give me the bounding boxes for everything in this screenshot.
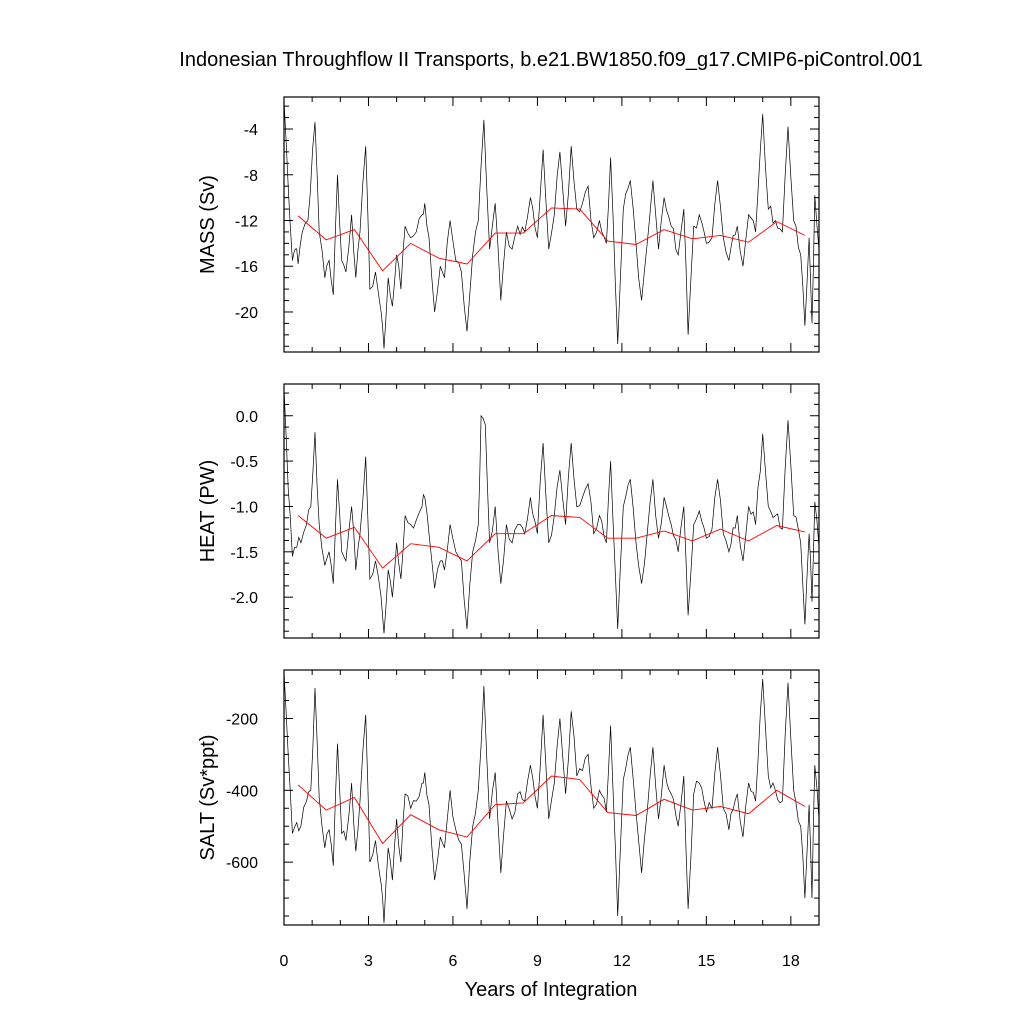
y-tick-label: -4 <box>244 122 258 139</box>
annual-mean-line <box>297 775 806 845</box>
y-tick-label: -400 <box>226 783 258 800</box>
panel-frame <box>283 383 820 639</box>
panel-salt: -200 -400 -600 SALT (Sv*ppt) <box>197 669 820 926</box>
chart-title: Indonesian Throughflow II Transports, b.… <box>179 49 922 71</box>
monthly-series-line <box>284 100 819 349</box>
y-tick-label: -600 <box>226 855 258 872</box>
x-tick-label: 15 <box>697 953 715 970</box>
y-tick-label: -16 <box>235 259 258 276</box>
panel-frame <box>283 96 820 353</box>
y-tick-label: -1.5 <box>230 545 258 562</box>
x-tick-label: 6 <box>448 953 457 970</box>
x-tick-label: 3 <box>364 953 373 970</box>
x-tick-label: 12 <box>613 953 631 970</box>
annual-mean-line <box>297 207 806 272</box>
panel-mass: -4 -8 -12 -16 -20 MASS (Sv) <box>197 96 820 353</box>
x-tick-label: 0 <box>280 953 289 970</box>
x-tick-label: 9 <box>533 953 542 970</box>
x-tick-label: 18 <box>782 953 800 970</box>
x-axis-label: Years of Integration <box>465 979 638 1001</box>
panels: -4 -8 -12 -16 -20 MASS (Sv) 0.0 -0.5 -1.0 -1.5 -2.… <box>197 96 820 970</box>
panel-heat: 0.0 -0.5 -1.0 -1.5 -2.0 HEAT (PW) <box>197 383 820 639</box>
y-tick-label: -20 <box>235 305 258 322</box>
y-axis-label: HEAT (PW) <box>197 460 219 563</box>
y-tick-label: -0.5 <box>230 454 258 471</box>
y-tick-label: -200 <box>226 711 258 728</box>
y-axis-label: MASS (Sv) <box>197 175 219 274</box>
y-tick-label: -2.0 <box>230 590 258 607</box>
y-tick-label: 0.0 <box>236 409 258 426</box>
y-axis-label: SALT (Sv*ppt) <box>197 735 219 861</box>
y-tick-label: -8 <box>244 168 258 185</box>
monthly-series-line <box>284 388 819 634</box>
y-tick-label: -12 <box>235 213 258 230</box>
panel-frame <box>283 669 820 926</box>
monthly-series-line <box>284 671 819 924</box>
annual-mean-line <box>297 515 805 569</box>
y-tick-label: -1.0 <box>230 499 258 516</box>
